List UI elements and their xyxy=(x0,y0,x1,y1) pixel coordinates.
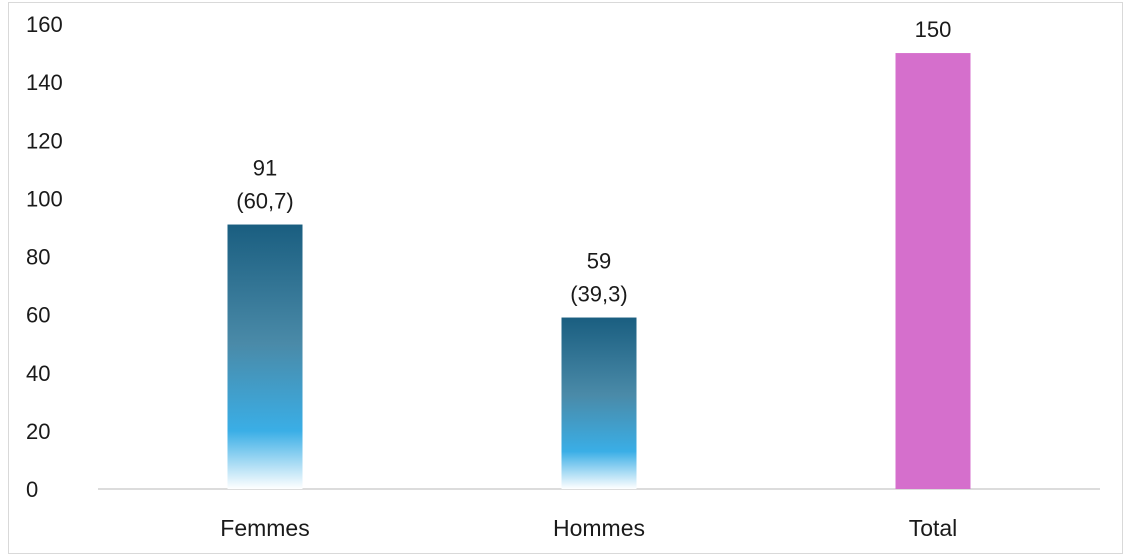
chart-frame xyxy=(8,2,1123,554)
data-label: 150 xyxy=(915,17,952,42)
bar-total xyxy=(895,53,971,489)
category-label: Hommes xyxy=(553,515,645,541)
category-labels: Femmes Hommes Total xyxy=(220,515,957,541)
category-label: Total xyxy=(909,515,958,541)
bar-hommes xyxy=(561,317,637,489)
data-labels: 91 (60,7) 59 (39,3) 150 xyxy=(236,17,951,306)
y-tick-label: 60 xyxy=(26,303,50,328)
y-tick-label: 20 xyxy=(26,419,50,444)
bar-femmes xyxy=(227,224,303,489)
y-tick-label: 160 xyxy=(26,12,63,37)
y-tick-label: 140 xyxy=(26,70,63,95)
y-tick-label: 40 xyxy=(26,361,50,386)
data-label: 91 xyxy=(253,156,277,181)
y-axis-ticks: 0 20 40 60 80 100 120 140 160 xyxy=(26,12,63,502)
y-tick-label: 120 xyxy=(26,128,63,153)
y-tick-label: 100 xyxy=(26,186,63,211)
data-label: 59 xyxy=(587,249,611,274)
y-tick-label: 0 xyxy=(26,477,38,502)
y-tick-label: 80 xyxy=(26,245,50,270)
data-label: (60,7) xyxy=(236,189,293,214)
category-label: Femmes xyxy=(220,515,309,541)
data-label: (39,3) xyxy=(570,282,627,307)
bars-group xyxy=(227,53,971,489)
